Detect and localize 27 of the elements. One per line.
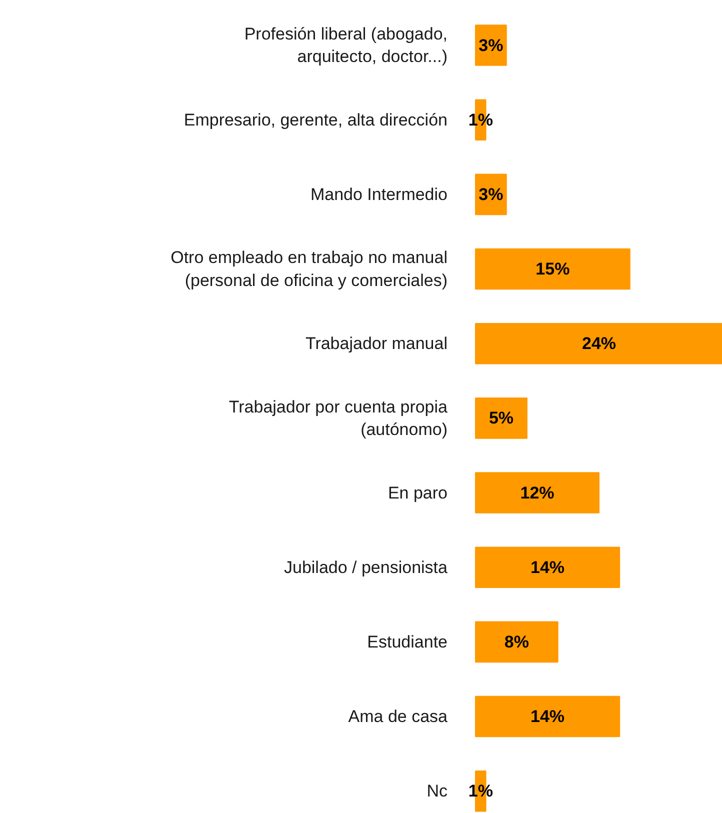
bar [475, 248, 630, 290]
y-tick-label: Trabajador manual [305, 334, 448, 354]
data-label: 3% [478, 36, 504, 55]
y-tick-label: Estudiante [367, 632, 448, 652]
data-label: 15% [536, 260, 570, 279]
bar [475, 696, 620, 738]
data-label: 5% [488, 408, 514, 428]
bar [475, 322, 722, 364]
bar [475, 398, 528, 439]
data-label: 12% [520, 483, 554, 502]
y-tick-label: Mando Intermedio [310, 184, 448, 204]
y-tick-label: Ama de casa [348, 707, 448, 726]
y-tick-label: Jubilado / pensionista [284, 558, 448, 577]
bar [475, 546, 620, 588]
bar [475, 472, 600, 514]
y-tick-label: En paro [388, 483, 448, 502]
y-tick-label: Empresario, gerente, alta dirección [184, 110, 448, 130]
data-label: 8% [504, 632, 529, 652]
y-tick-label: Trabajador por cuenta propia (autónomo) [228, 397, 448, 440]
y-tick-label: Nc [426, 782, 448, 801]
data-label: 14% [530, 707, 565, 726]
y-tick-label: Profesión liberal (abogado, arquitecto, doctor...) [244, 24, 448, 66]
data-label: 24% [582, 334, 616, 354]
y-tick-label: Otro empleado en trabajo no manual (personal de oficina y comerciales) [170, 248, 448, 290]
data-label: 14% [530, 558, 565, 577]
data-label: 3% [478, 184, 504, 204]
bar [475, 621, 558, 663]
